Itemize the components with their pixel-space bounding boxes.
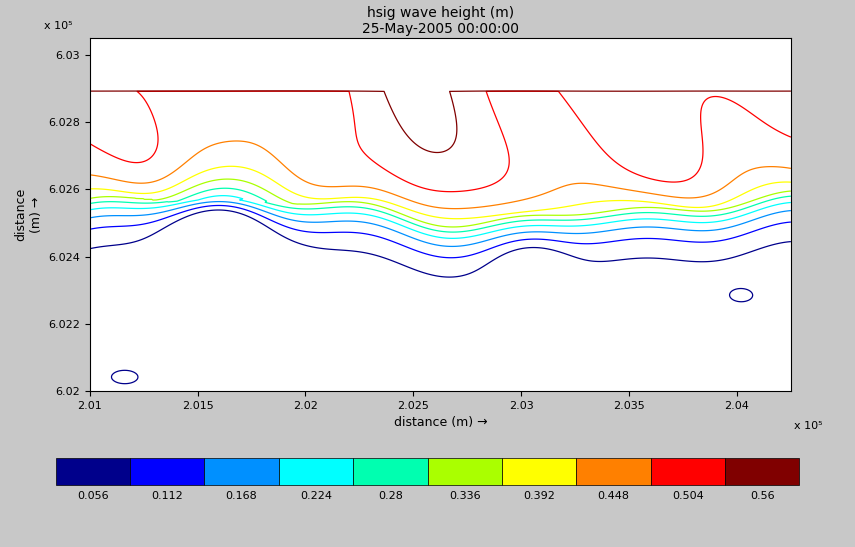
Text: 0.336: 0.336 <box>449 491 481 501</box>
Bar <box>428 458 502 485</box>
Title: hsig wave height (m)
25-May-2005 00:00:00: hsig wave height (m) 25-May-2005 00:00:0… <box>362 5 519 36</box>
Text: 0.056: 0.056 <box>77 491 109 501</box>
Text: 0.392: 0.392 <box>523 491 555 501</box>
Y-axis label: distance
(m) →: distance (m) → <box>15 188 43 241</box>
Bar <box>279 458 353 485</box>
Text: 0.168: 0.168 <box>226 491 257 501</box>
Bar <box>130 458 204 485</box>
Text: 0.112: 0.112 <box>151 491 183 501</box>
Bar <box>725 458 799 485</box>
Text: 0.56: 0.56 <box>750 491 775 501</box>
Bar <box>576 458 651 485</box>
Bar <box>651 458 725 485</box>
Text: 0.448: 0.448 <box>598 491 629 501</box>
Bar <box>56 458 130 485</box>
Text: 0.28: 0.28 <box>378 491 403 501</box>
Text: x 10⁵: x 10⁵ <box>794 421 823 431</box>
Text: 0.224: 0.224 <box>300 491 332 501</box>
Text: 0.504: 0.504 <box>672 491 704 501</box>
Bar <box>502 458 576 485</box>
Bar <box>353 458 428 485</box>
X-axis label: distance (m) →: distance (m) → <box>393 416 487 429</box>
Text: x 10⁵: x 10⁵ <box>44 21 73 31</box>
Bar <box>204 458 279 485</box>
